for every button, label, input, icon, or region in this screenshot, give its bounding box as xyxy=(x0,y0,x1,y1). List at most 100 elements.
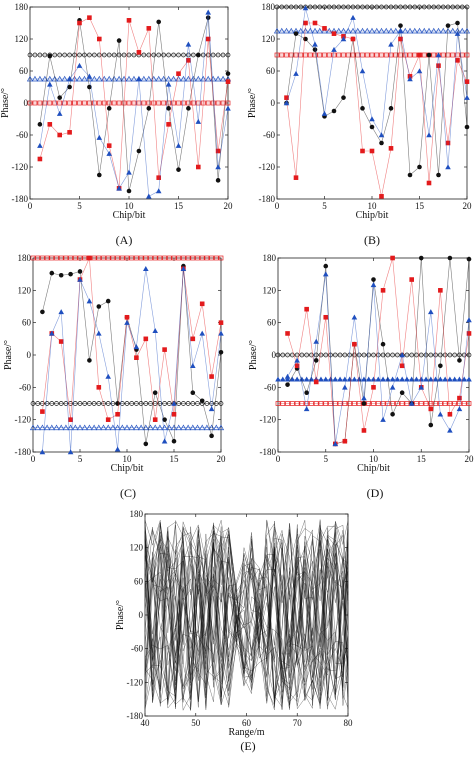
data-point xyxy=(87,358,92,363)
y-tick-label: 120 xyxy=(18,285,32,295)
data-point xyxy=(438,288,443,293)
reference-marker xyxy=(203,424,210,431)
reference-marker xyxy=(134,401,139,406)
data-point xyxy=(303,36,308,42)
y-tick-label: -180 xyxy=(259,194,276,204)
reference-marker xyxy=(141,100,147,106)
reference-marker xyxy=(299,352,305,358)
reference-marker xyxy=(208,424,215,431)
reference-marker xyxy=(176,100,181,106)
reference-marker xyxy=(279,52,285,58)
reference-marker xyxy=(133,424,140,431)
phase-trace xyxy=(144,524,349,708)
data-point xyxy=(294,357,300,363)
reference-marker xyxy=(321,27,328,34)
reference-marker xyxy=(67,100,72,106)
reference-marker xyxy=(204,401,210,406)
data-point xyxy=(106,150,112,156)
reference-marker xyxy=(125,75,133,82)
x-tick-label: 20 xyxy=(463,201,473,211)
reference-marker xyxy=(402,27,409,34)
reference-marker xyxy=(151,52,157,58)
reference-marker xyxy=(449,27,456,34)
reference-marker xyxy=(312,4,318,10)
reference-marker xyxy=(385,352,391,358)
reference-marker xyxy=(407,52,413,58)
data-point xyxy=(143,336,149,342)
data-point xyxy=(126,18,132,23)
reference-marker xyxy=(105,255,111,261)
x-tick-label: 20 xyxy=(217,454,227,464)
reference-marker xyxy=(126,100,132,106)
reference-marker xyxy=(332,376,339,382)
reference-marker xyxy=(421,52,427,58)
phase-trace xyxy=(144,520,349,686)
reference-marker xyxy=(452,401,458,406)
data-point xyxy=(390,255,395,261)
reference-marker xyxy=(143,401,149,406)
reference-marker xyxy=(447,352,453,358)
reference-marker xyxy=(418,401,424,406)
data-point xyxy=(454,30,461,36)
reference-marker xyxy=(189,424,196,431)
data-point xyxy=(332,441,339,447)
y-tick-label: -120 xyxy=(12,162,29,172)
reference-marker xyxy=(29,424,37,431)
reference-marker xyxy=(63,401,69,406)
reference-marker xyxy=(366,352,372,358)
reference-marker xyxy=(181,255,186,261)
reference-marker xyxy=(105,424,112,431)
reference-marker xyxy=(431,52,437,58)
y-tick-label: -180 xyxy=(12,194,29,204)
reference-marker xyxy=(388,52,394,58)
data-point xyxy=(87,15,92,20)
y-tick-label: 60 xyxy=(19,66,29,76)
reference-marker xyxy=(47,100,53,106)
panel-label-d: (D) xyxy=(367,486,384,500)
x-tick-label: 15 xyxy=(170,454,180,464)
reference-marker xyxy=(418,376,425,382)
reference-marker xyxy=(299,401,305,406)
data-point xyxy=(388,41,394,47)
reference-marker xyxy=(101,255,106,261)
reference-marker xyxy=(148,255,153,261)
reference-marker xyxy=(91,401,97,406)
reference-marker xyxy=(71,75,78,82)
reference-marker xyxy=(162,401,167,406)
x-axis-label: Chip/bit xyxy=(113,210,146,221)
y-tick-label: 0 xyxy=(24,98,29,108)
reference-marker xyxy=(91,100,97,106)
reference-marker xyxy=(461,401,467,406)
data-point xyxy=(76,62,83,68)
data-point xyxy=(407,76,413,82)
data-point xyxy=(126,169,132,175)
data-point xyxy=(97,172,102,178)
reference-marker xyxy=(331,4,337,10)
reference-marker xyxy=(152,255,158,261)
y-tick-label: 120 xyxy=(15,34,29,44)
reference-marker xyxy=(181,401,186,406)
data-point xyxy=(284,373,291,379)
data-point xyxy=(146,193,152,199)
reference-marker xyxy=(35,401,41,406)
reference-marker xyxy=(395,401,400,406)
reference-marker xyxy=(371,352,376,358)
reference-marker xyxy=(148,401,153,406)
reference-marker xyxy=(284,376,291,382)
y-axis-label: Phase/° xyxy=(248,340,259,370)
data-point xyxy=(379,194,384,199)
reference-marker xyxy=(351,376,358,382)
reference-marker xyxy=(131,52,137,58)
phase-trace xyxy=(144,531,349,711)
phase-trace xyxy=(144,520,349,696)
data-point xyxy=(436,172,441,178)
data-point xyxy=(466,331,472,336)
reference-marker xyxy=(58,424,65,431)
reference-marker xyxy=(374,4,380,10)
data-point xyxy=(360,148,365,154)
reference-marker xyxy=(46,75,53,82)
reference-marker xyxy=(42,52,48,58)
y-tick-label: -60 xyxy=(131,644,143,654)
data-point xyxy=(205,15,211,20)
reference-marker xyxy=(119,401,125,406)
